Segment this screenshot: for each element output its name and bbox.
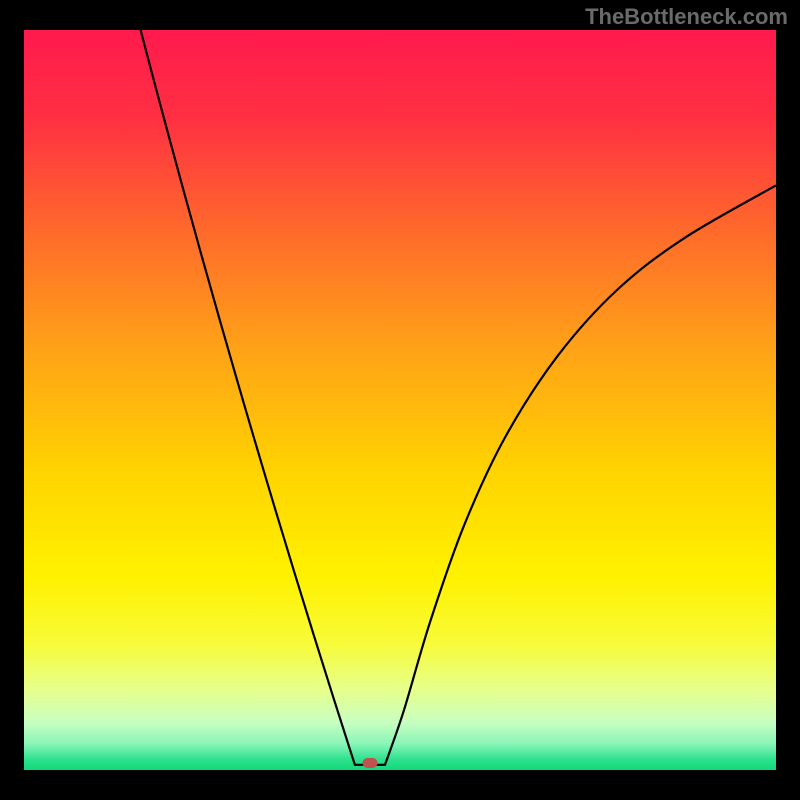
watermark-text: TheBottleneck.com (585, 4, 788, 30)
minimum-marker (362, 758, 377, 768)
chart-container: TheBottleneck.com (0, 0, 800, 800)
plot-area (24, 30, 776, 770)
bottleneck-curve (24, 30, 776, 770)
